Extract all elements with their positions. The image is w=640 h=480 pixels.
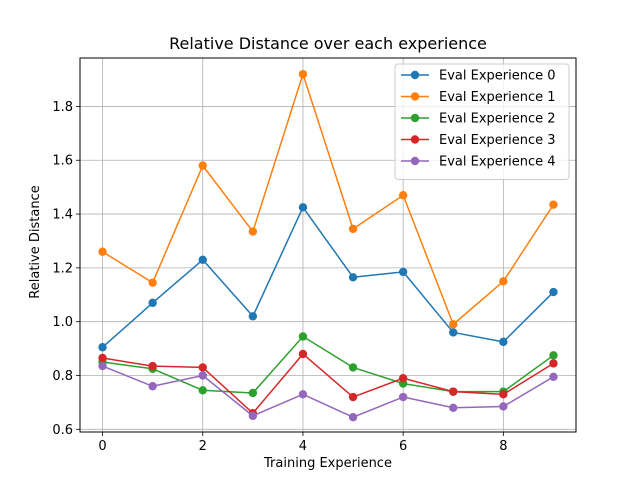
data-point [449,328,458,337]
legend-label: Eval Experience 1 [439,90,556,105]
legend-marker [410,113,420,123]
data-point [148,361,157,371]
x-tick-label: 6 [399,439,407,454]
legend-marker [410,156,420,166]
legend-label: Eval Experience 0 [439,69,556,84]
x-tick-label: 2 [199,439,207,454]
series-0 [98,203,558,352]
series-line [102,335,554,394]
data-point [398,191,408,200]
data-point [248,388,258,398]
x-tick-label: 8 [499,439,507,454]
data-point [348,363,358,372]
data-point [348,273,358,282]
y-tick-label: 1.6 [52,154,73,169]
data-point [248,227,258,236]
data-point [298,69,308,79]
y-tick-label: 1.4 [52,208,73,223]
legend-marker [410,135,420,144]
legend-box [394,63,570,180]
data-point [549,372,558,382]
y-tick-label: 1.2 [52,261,73,276]
y-tick-label: 1.8 [52,100,73,115]
data-point [398,373,408,383]
series-3 [98,349,558,418]
data-point [198,371,207,380]
y-axis-label: Relative Distance [28,185,43,298]
legend-item: Eval Experience 4 [401,155,556,170]
data-point [499,402,508,411]
data-point [499,337,508,347]
data-point [499,277,508,286]
legend-item: Eval Experience 1 [401,90,556,105]
y-tick-label: 0.6 [52,423,73,438]
data-point [348,224,358,234]
data-point [148,382,157,391]
data-point [398,267,408,277]
data-point [98,343,107,352]
series-line [102,365,554,418]
data-point [248,312,258,321]
chart-title: Relative Distance over each experience [169,34,487,53]
series-line [102,73,555,326]
y-tick-label: 1.0 [52,315,73,330]
data-point [549,200,558,209]
legend-item: Eval Experience 2 [401,112,556,127]
series-line [102,353,554,414]
data-point [98,361,107,371]
data-point [198,161,207,170]
data-point [499,390,508,399]
data-point [449,320,458,329]
series-4 [98,361,558,422]
legend-label: Eval Experience 4 [439,155,556,170]
legend-label: Eval Experience 3 [439,133,556,148]
data-point [549,351,558,360]
x-tick-label: 4 [299,439,307,454]
legend-marker [410,92,420,101]
data-point [298,332,308,341]
legend-item: Eval Experience 0 [401,69,556,84]
data-point [148,278,157,287]
data-point [348,392,358,402]
series-group [98,69,558,422]
data-point [549,359,558,368]
legend-marker [410,70,420,80]
axes-frame [79,57,577,433]
series-line [102,206,554,348]
data-point [298,390,308,399]
series-1 [98,69,558,329]
data-point [398,392,408,402]
data-point [198,255,207,264]
data-point [98,247,107,256]
legend: Eval Experience 0 Eval Experience 1 Eval E… [394,63,570,180]
data-point [298,203,308,212]
data-point [248,411,258,421]
y-tick-label: 0.8 [52,369,73,384]
data-point [198,363,207,372]
data-point [98,353,107,363]
data-point [148,298,157,308]
data-point [348,413,358,422]
legend-label: Eval Experience 2 [439,112,556,127]
x-tick-label: 0 [98,439,106,454]
data-point [449,387,458,396]
data-point [298,349,308,359]
data-point [198,386,207,395]
axis-ticks: 0 2 4 6 8 0.6 0.8 1.0 1.2 1.4 1.6 1.8 [52,100,507,454]
data-point [449,403,458,412]
data-point [549,287,558,297]
legend-item: Eval Experience 3 [401,133,556,148]
x-axis-label: Training Experience [263,456,392,471]
